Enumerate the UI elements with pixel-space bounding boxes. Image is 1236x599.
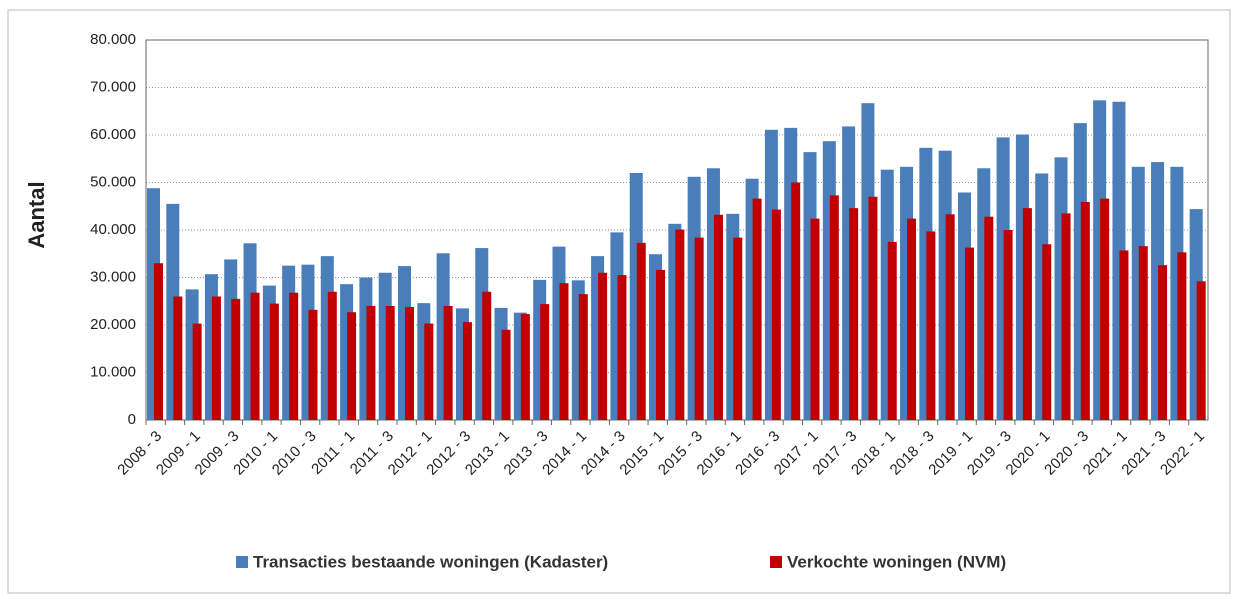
y-tick-label: 10.000	[90, 363, 136, 380]
bar	[713, 214, 723, 420]
bar	[327, 291, 337, 420]
y-tick-label: 0	[128, 411, 136, 428]
legend-label: Verkochte woningen (NVM)	[787, 552, 1006, 571]
bar	[656, 269, 666, 420]
bar	[308, 309, 318, 420]
bar	[211, 296, 221, 420]
bar	[771, 209, 781, 420]
bar	[907, 218, 917, 420]
bar	[829, 195, 839, 420]
y-tick-label: 20.000	[90, 316, 136, 333]
bar	[269, 303, 279, 420]
bar	[540, 304, 550, 420]
bar	[675, 229, 685, 420]
y-tick-label: 30.000	[90, 268, 136, 285]
y-tick-label: 40.000	[90, 221, 136, 238]
y-tick-label: 50.000	[90, 173, 136, 190]
bar	[1022, 208, 1032, 420]
bar	[926, 231, 936, 420]
bar	[192, 323, 202, 420]
bar	[366, 306, 376, 420]
bar	[231, 298, 241, 420]
bar	[1003, 230, 1013, 420]
bar	[752, 198, 762, 420]
bar	[694, 237, 704, 420]
bar	[1138, 246, 1148, 420]
bar	[424, 323, 434, 420]
bar	[154, 263, 163, 420]
bar	[868, 196, 878, 420]
bar	[578, 294, 588, 420]
bar	[945, 214, 955, 420]
bar	[559, 283, 569, 420]
bar	[1158, 265, 1168, 420]
y-axis-label: Aantal	[24, 181, 49, 248]
bar	[405, 306, 415, 420]
bar	[1196, 281, 1206, 420]
legend-label: Transacties bestaande woningen (Kadaster…	[253, 552, 608, 571]
bar	[1061, 213, 1071, 420]
bar	[598, 272, 608, 420]
bar	[636, 242, 646, 420]
bar	[520, 314, 530, 420]
bar	[733, 237, 743, 420]
bar	[964, 247, 974, 420]
y-tick-label: 70.000	[90, 78, 136, 95]
bar	[617, 275, 627, 420]
bar	[250, 292, 260, 420]
legend-swatch	[770, 556, 782, 568]
bar	[501, 329, 511, 420]
bar	[1119, 250, 1129, 420]
bar	[289, 292, 299, 420]
legend-swatch	[236, 556, 248, 568]
bar	[482, 291, 492, 420]
bar	[791, 182, 801, 420]
bar	[1042, 244, 1052, 420]
y-tick-label: 60.000	[90, 126, 136, 143]
bar	[462, 322, 472, 420]
bar	[1100, 198, 1110, 420]
bar	[347, 312, 357, 420]
bar	[1177, 252, 1187, 420]
bar	[887, 241, 897, 420]
bar	[443, 306, 453, 420]
bar	[849, 208, 859, 420]
bar	[173, 296, 183, 420]
y-tick-label: 80.000	[90, 31, 136, 48]
bar	[385, 306, 395, 420]
bar	[1080, 201, 1090, 420]
bar	[984, 216, 994, 420]
bar	[810, 218, 820, 420]
